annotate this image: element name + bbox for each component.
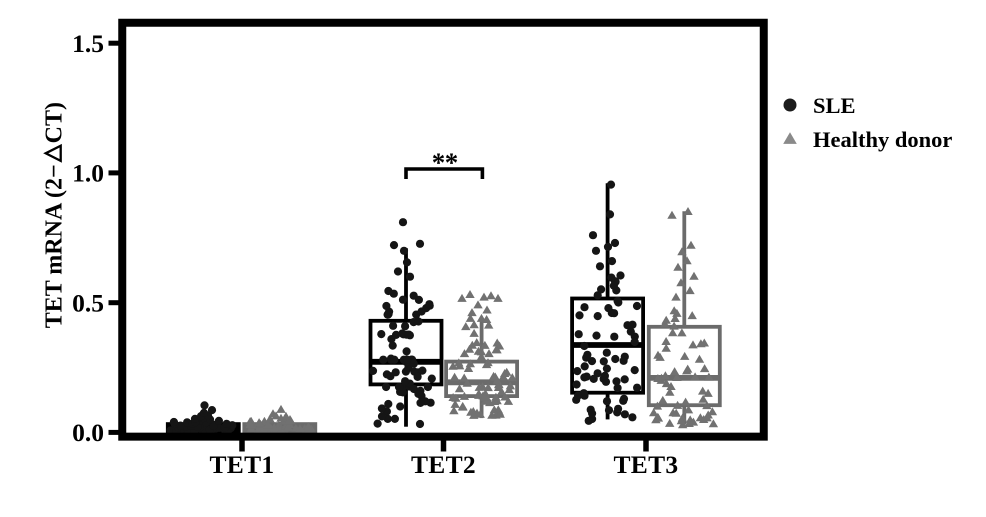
svg-text:*: * <box>432 148 446 178</box>
svg-text:SLE: SLE <box>813 93 856 118</box>
svg-text:Healthy donor: Healthy donor <box>813 127 952 152</box>
svg-text:1.0: 1.0 <box>72 159 104 188</box>
svg-text:0.0: 0.0 <box>72 418 104 447</box>
svg-text:1.5: 1.5 <box>72 29 104 58</box>
svg-text:TET1: TET1 <box>210 450 275 479</box>
svg-text:TET3: TET3 <box>614 450 679 479</box>
svg-text:TET2: TET2 <box>411 450 476 479</box>
svg-text:*: * <box>445 148 459 178</box>
svg-text:TET mRNA (2−: TET mRNA (2− <box>42 164 68 328</box>
svg-text:0.5: 0.5 <box>72 289 104 318</box>
svg-text:CT): CT) <box>42 102 68 143</box>
